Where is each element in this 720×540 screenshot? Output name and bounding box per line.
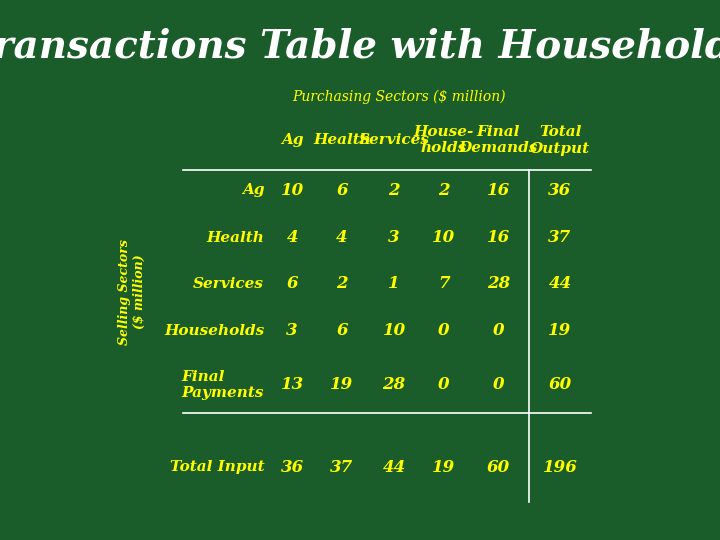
Text: 13: 13 [281, 376, 304, 393]
Text: 19: 19 [330, 376, 354, 393]
Text: Ag: Ag [242, 184, 264, 197]
Text: Services: Services [193, 276, 264, 291]
Text: Ag: Ag [281, 133, 303, 147]
Text: 10: 10 [432, 229, 456, 246]
Text: 3: 3 [287, 322, 298, 339]
Text: 36: 36 [549, 182, 572, 199]
Text: 16: 16 [487, 229, 510, 246]
Text: 6: 6 [287, 275, 298, 292]
Text: 3: 3 [388, 229, 400, 246]
Text: Final
Demands: Final Demands [459, 125, 538, 156]
Text: 19: 19 [432, 458, 456, 476]
Text: 2: 2 [438, 182, 450, 199]
Text: Purchasing Sectors ($ million): Purchasing Sectors ($ million) [292, 90, 505, 104]
Text: 0: 0 [492, 376, 504, 393]
Text: Total
Output: Total Output [530, 125, 590, 156]
Text: 10: 10 [281, 182, 304, 199]
Text: 44: 44 [382, 458, 406, 476]
Text: Households: Households [164, 324, 264, 338]
Text: Services: Services [359, 133, 430, 147]
Text: 6: 6 [336, 182, 348, 199]
Text: 10: 10 [382, 322, 406, 339]
Text: 37: 37 [330, 458, 354, 476]
Text: 2: 2 [388, 182, 400, 199]
Text: 37: 37 [549, 229, 572, 246]
Text: 7: 7 [438, 275, 450, 292]
Text: 28: 28 [382, 376, 406, 393]
Text: 36: 36 [281, 458, 304, 476]
Text: 44: 44 [549, 275, 572, 292]
Text: 4: 4 [336, 229, 348, 246]
Text: 4: 4 [287, 229, 298, 246]
Text: 0: 0 [438, 376, 450, 393]
Text: Final
Payments: Final Payments [181, 370, 264, 400]
Text: Health: Health [313, 133, 371, 147]
Text: 60: 60 [549, 376, 572, 393]
Text: Transactions Table with Households: Transactions Table with Households [0, 27, 720, 65]
Text: 0: 0 [438, 322, 450, 339]
Text: 28: 28 [487, 275, 510, 292]
Text: 1: 1 [388, 275, 400, 292]
Text: House-
holds: House- holds [414, 125, 474, 156]
Text: 196: 196 [543, 458, 577, 476]
Text: 2: 2 [336, 275, 348, 292]
Text: Health: Health [207, 231, 264, 245]
Text: 19: 19 [549, 322, 572, 339]
Text: 60: 60 [487, 458, 510, 476]
Text: 0: 0 [492, 322, 504, 339]
Text: Total Input: Total Input [170, 460, 264, 474]
Text: 16: 16 [487, 182, 510, 199]
Text: 6: 6 [336, 322, 348, 339]
Text: Selling Sectors
($ million): Selling Sectors ($ million) [117, 239, 145, 345]
